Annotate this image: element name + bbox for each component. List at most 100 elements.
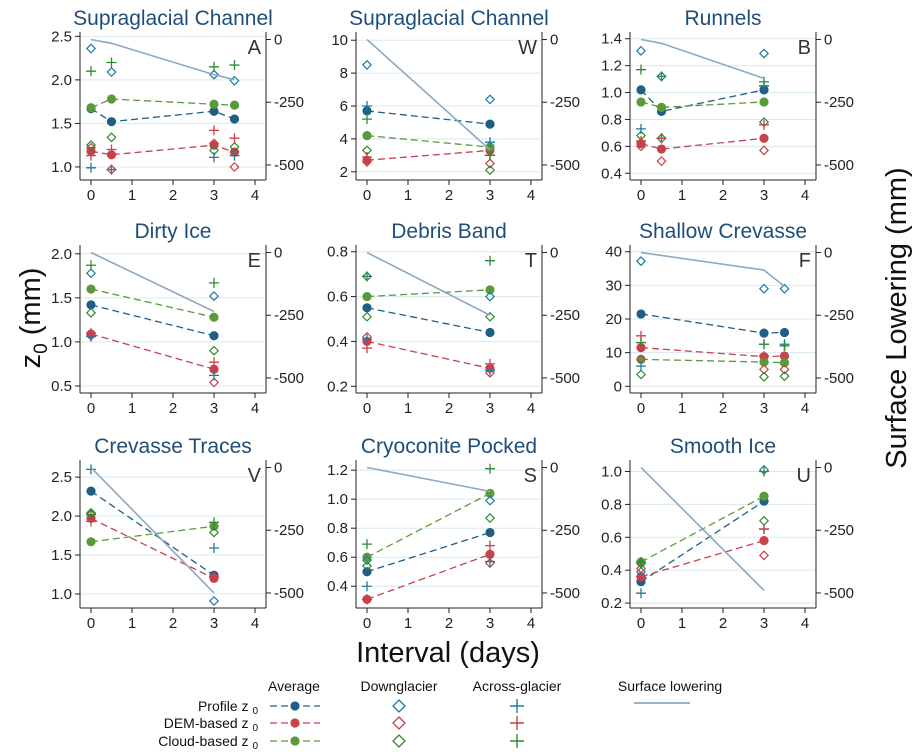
point-cloud-based-z0 (759, 491, 769, 501)
legend-row-label: Cloud-based z 0 (158, 733, 258, 752)
y-tick-label: 1.4 (601, 31, 622, 48)
legend-downglacier-marker (392, 699, 406, 713)
point-cloud-across (656, 71, 667, 82)
y-tick-label: 0.2 (601, 595, 622, 612)
y2-tick-label: -250 (824, 522, 854, 539)
point-dem-across (759, 119, 769, 130)
x-tick-label: 4 (527, 400, 535, 417)
x-tick-label: 3 (486, 400, 494, 417)
y-tick-label: 0.8 (601, 111, 622, 128)
panel-letter: V (248, 465, 262, 487)
point-cloud-downglacier (484, 512, 496, 524)
y2-tick-label: 0 (550, 460, 558, 477)
point-profile-across (485, 556, 495, 567)
x-tick-label: 1 (678, 187, 686, 204)
point-cloud-across (362, 271, 372, 282)
series-cloud-based-z0-line (90, 525, 215, 543)
y2-tick-label: -250 (274, 307, 304, 324)
y-tick-label: 1.0 (601, 85, 622, 102)
x-tick-label: 2 (719, 187, 727, 204)
series-cloud-based-z0-line (366, 492, 491, 558)
y-tick-label: 0.6 (601, 138, 622, 155)
x-tick-label: 3 (760, 400, 768, 417)
legend-header-average: Average (268, 678, 320, 694)
point-profile-across (636, 361, 646, 372)
point-cloud-based-z0 (485, 285, 495, 295)
point-cloud-based-z0 (636, 97, 646, 107)
point-profile-z0 (229, 114, 240, 124)
point-profile-across (362, 101, 372, 111)
series-surface-lowering (366, 251, 491, 316)
legend-row-label: DEM-based z 0 (164, 715, 259, 734)
legend-header-across-glacier: Across-glacier (473, 678, 562, 694)
panel-letter: E (248, 250, 261, 272)
x-tick-label: 1 (404, 187, 412, 204)
legend-header-downglacier: Downglacier (360, 678, 437, 694)
point-profile-downglacier (635, 256, 647, 267)
y-tick-label: 10 (331, 32, 348, 49)
legend-row-label: Profile z 0 (198, 698, 258, 717)
point-cloud-based-z0 (656, 102, 667, 112)
x-tick-label: 0 (87, 187, 95, 204)
x-tick-label: 2 (719, 400, 727, 417)
y-tick-label: 1.0 (51, 586, 72, 603)
point-cloud-based-z0 (229, 100, 240, 110)
point-profile-z0 (485, 119, 495, 129)
point-dem-across (209, 571, 219, 582)
y-tick-label: 6 (340, 98, 348, 115)
point-cloud-based-z0 (779, 358, 790, 368)
panel-title: Dirty Ice (134, 220, 211, 243)
y2-tick-label: -500 (274, 157, 304, 174)
point-profile-downglacier (758, 283, 770, 294)
point-dem-downglacier (208, 138, 220, 149)
point-cloud-across (759, 76, 769, 87)
x-tick-label: 4 (801, 615, 809, 632)
x-tick-label: 2 (169, 400, 177, 417)
point-dem-across (106, 144, 117, 155)
y-tick-label: 1.5 (51, 547, 72, 564)
point-dem-based-z0 (106, 150, 117, 160)
series-dem-based-z0-line (90, 517, 215, 579)
point-cloud-across (485, 255, 495, 266)
point-cloud-based-z0 (362, 552, 372, 562)
point-profile-downglacier (758, 48, 770, 59)
panel-t: 0.2 0.4 0.6 0.8 0 1 2 3 4 0 -250 -500 Debris Band T (327, 220, 580, 417)
y-tick-label: 10 (605, 345, 622, 362)
point-cloud-across (209, 517, 219, 528)
point-profile-z0 (636, 85, 646, 95)
y2-tick-label: 0 (824, 32, 832, 49)
y-tick-label: 2.0 (51, 508, 72, 525)
y2-tick-label: 0 (274, 460, 282, 477)
series-surface-lowering (366, 466, 491, 493)
point-cloud-based-z0 (759, 357, 769, 367)
point-cloud-across (485, 150, 495, 161)
point-profile-downglacier (85, 268, 97, 279)
point-cloud-downglacier (85, 140, 97, 151)
y2-tick-label: -500 (824, 370, 854, 387)
point-cloud-downglacier (758, 371, 770, 382)
point-profile-across (209, 152, 219, 163)
panel-letter: B (798, 37, 811, 59)
y-tick-label: 0.8 (327, 520, 348, 537)
legend-average-marker (290, 701, 300, 711)
x-tick-label: 1 (404, 400, 412, 417)
y-tick-label: 2.0 (51, 72, 72, 89)
y-tick-label: 2.0 (51, 246, 72, 263)
panel-letter: F (799, 250, 811, 272)
point-profile-downglacier (208, 595, 220, 607)
legend-row-label-sub: 0 (252, 723, 258, 734)
point-profile-across (209, 370, 219, 381)
x-axis-title: Interval (days) (356, 637, 540, 669)
point-cloud-across (636, 556, 646, 567)
point-profile-across (86, 464, 96, 475)
point-cloud-across (106, 57, 117, 68)
legend-row-label-main: Profile z (198, 698, 252, 714)
point-dem-downglacier (361, 156, 373, 167)
point-profile-downglacier (484, 291, 496, 302)
point-profile-z0 (636, 309, 646, 319)
y-tick-label: 0.6 (327, 549, 348, 566)
y-tick-label: 1.0 (51, 334, 72, 351)
